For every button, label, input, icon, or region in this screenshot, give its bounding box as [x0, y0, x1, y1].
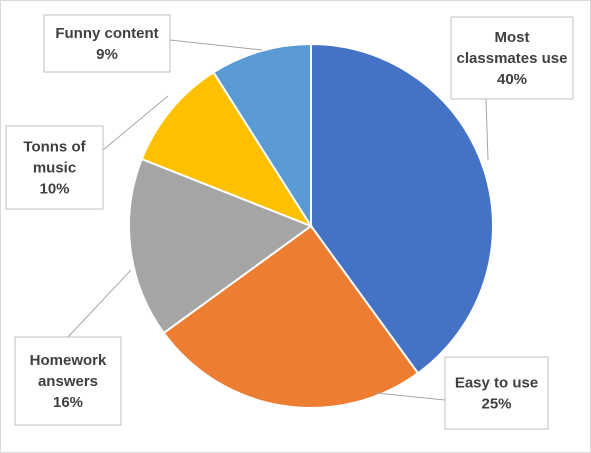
data-label-value: 10% — [39, 181, 69, 198]
leader-line-3 — [67, 269, 132, 338]
leader-line-4 — [102, 95, 169, 151]
data-label-category: Funny content — [55, 25, 158, 42]
data-label-category: answers — [38, 373, 98, 390]
leader-line-5 — [169, 39, 263, 51]
data-label-box — [14, 336, 122, 426]
data-label-value: 25% — [481, 396, 511, 413]
pie-slice-2 — [162, 224, 420, 409]
data-label-category: Tonns of — [23, 139, 86, 156]
data-label-3: Homework answers 16% — [14, 336, 122, 426]
data-label-category: music — [33, 160, 76, 177]
data-label-5: Funny content 9% — [43, 14, 171, 73]
data-label-box — [43, 14, 171, 73]
data-label-value: 16% — [53, 394, 83, 411]
data-label-box — [444, 356, 549, 430]
leader-line-2 — [375, 392, 446, 401]
data-label-value: 9% — [96, 46, 118, 63]
pie-slice-3 — [128, 157, 314, 335]
data-labels: Most classmates use 40% Easy to use 25% Homew… — [5, 14, 574, 430]
data-label-category: classmates use — [457, 50, 568, 67]
data-label-category: Homework — [30, 352, 107, 369]
data-label-2: Easy to use 25% — [444, 356, 549, 430]
pie-slice-4 — [140, 70, 314, 229]
data-label-value: 40% — [497, 71, 527, 88]
data-label-box — [450, 16, 574, 100]
data-label-category: Easy to use — [455, 375, 538, 392]
data-label-1: Most classmates use 40% — [450, 16, 574, 100]
data-label-4: Tonns of music 10% — [5, 125, 104, 210]
pie-slices — [128, 42, 494, 409]
pie-slice-1 — [310, 42, 494, 375]
data-label-category: Most — [495, 29, 530, 46]
leader-line-1 — [485, 98, 489, 161]
pie-slice-5 — [212, 42, 312, 230]
leader-lines — [67, 39, 489, 401]
data-label-box — [5, 125, 104, 210]
